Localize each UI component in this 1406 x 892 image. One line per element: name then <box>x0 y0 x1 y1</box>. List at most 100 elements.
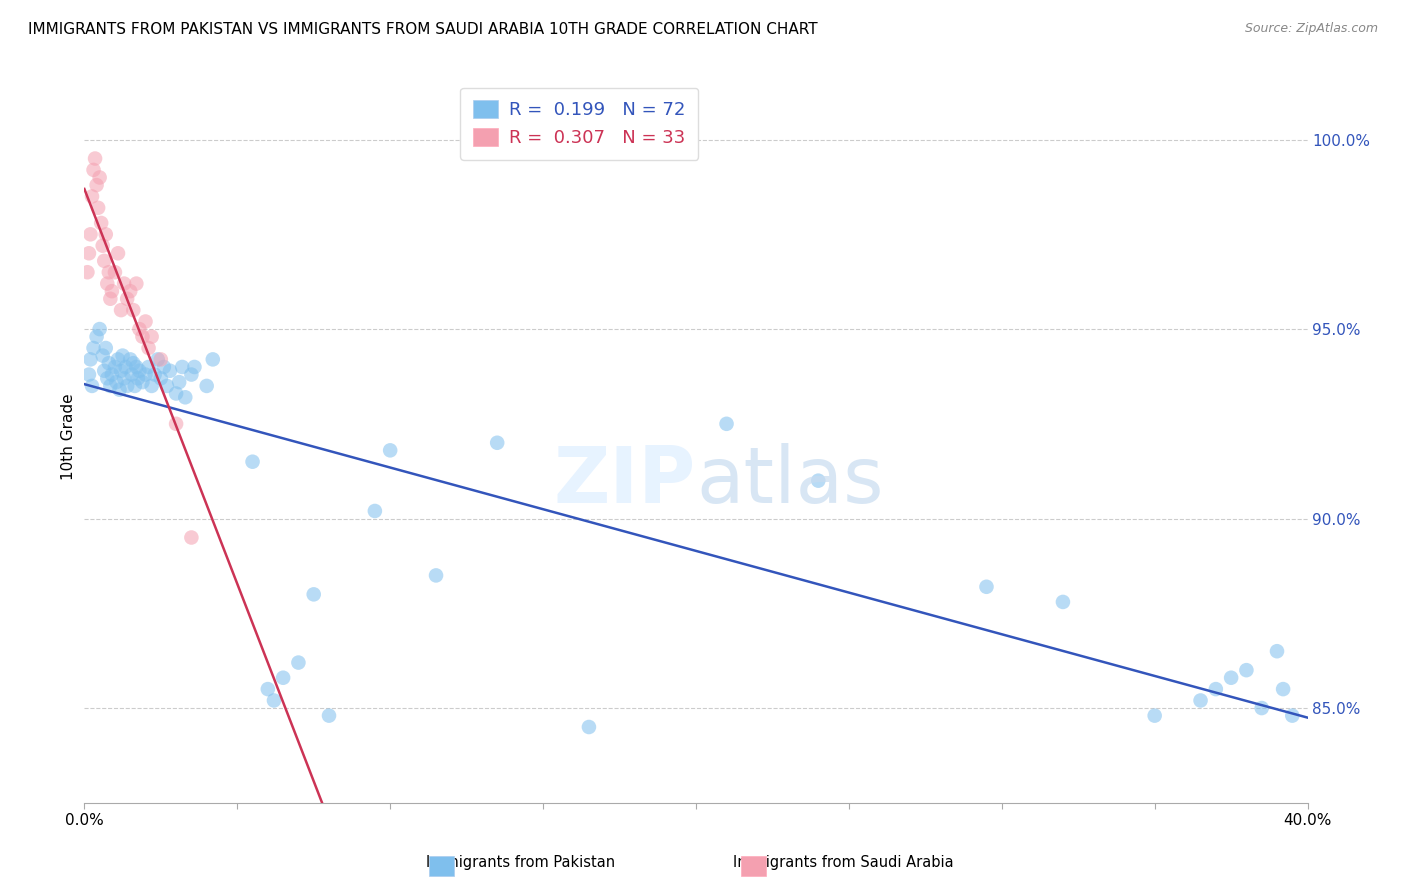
Point <box>91 349 114 363</box>
Point <box>77 368 100 382</box>
Point <box>120 284 142 298</box>
Point <box>180 368 202 382</box>
Point <box>1272 682 1295 697</box>
Point <box>1281 708 1303 723</box>
Point <box>976 580 998 594</box>
Point <box>91 238 114 252</box>
Point <box>110 364 132 378</box>
Point <box>1236 663 1258 677</box>
Point <box>425 568 447 582</box>
Point <box>131 375 153 389</box>
Point <box>93 253 115 268</box>
Point <box>121 368 143 382</box>
Point <box>138 341 160 355</box>
Point <box>107 352 129 367</box>
Point <box>141 329 163 343</box>
Point <box>104 359 127 374</box>
Point <box>716 417 738 431</box>
Point <box>125 277 148 291</box>
Point <box>125 359 148 374</box>
Text: IMMIGRANTS FROM PAKISTAN VS IMMIGRANTS FROM SAUDI ARABIA 10TH GRADE CORRELATION : IMMIGRANTS FROM PAKISTAN VS IMMIGRANTS F… <box>28 22 818 37</box>
Point <box>83 341 105 355</box>
Point <box>86 329 108 343</box>
Point <box>101 368 124 382</box>
Point <box>80 189 103 203</box>
Point <box>104 265 127 279</box>
Point <box>115 292 138 306</box>
Point <box>127 371 149 385</box>
Point <box>128 364 150 378</box>
Point <box>128 322 150 336</box>
Point <box>110 303 132 318</box>
Point <box>89 170 111 185</box>
Point <box>86 178 108 192</box>
Point <box>1205 682 1227 697</box>
Point <box>124 379 146 393</box>
Point <box>79 352 101 367</box>
Point <box>114 359 136 374</box>
Point <box>302 587 325 601</box>
Point <box>159 364 181 378</box>
Point <box>122 303 145 318</box>
Text: Immigrants from Pakistan: Immigrants from Pakistan <box>426 855 614 870</box>
Point <box>380 443 402 458</box>
Point <box>135 314 157 328</box>
Point <box>90 216 112 230</box>
Point <box>1220 671 1243 685</box>
Legend: R =  0.199   N = 72, R =  0.307   N = 33: R = 0.199 N = 72, R = 0.307 N = 33 <box>460 87 699 160</box>
Point <box>107 246 129 260</box>
Point <box>98 379 121 393</box>
Point <box>318 708 340 723</box>
Point <box>77 246 100 260</box>
Point <box>143 368 166 382</box>
Point <box>165 417 187 431</box>
Point <box>135 368 157 382</box>
Point <box>1143 708 1166 723</box>
Point <box>138 359 160 374</box>
Point <box>156 379 179 393</box>
Point <box>79 227 101 242</box>
Point <box>80 379 103 393</box>
Point <box>1189 693 1212 707</box>
Point <box>96 371 118 385</box>
Point <box>87 201 110 215</box>
Point <box>122 356 145 370</box>
Point <box>94 227 117 242</box>
Point <box>486 435 509 450</box>
Point <box>96 277 118 291</box>
Point <box>89 322 111 336</box>
Point <box>1250 701 1272 715</box>
Point <box>115 379 138 393</box>
Point <box>97 265 120 279</box>
Point <box>98 292 121 306</box>
Point <box>83 162 105 177</box>
Point <box>146 352 169 367</box>
Point <box>172 359 194 374</box>
Point <box>201 352 224 367</box>
Point <box>105 375 128 389</box>
Text: ZIP: ZIP <box>554 443 696 519</box>
Point <box>153 359 176 374</box>
Point <box>131 329 153 343</box>
Point <box>263 693 285 707</box>
Point <box>271 671 294 685</box>
Point <box>174 390 197 404</box>
Point <box>76 265 98 279</box>
Point <box>578 720 600 734</box>
Point <box>195 379 218 393</box>
Point <box>165 386 187 401</box>
Point <box>97 356 120 370</box>
Text: Immigrants from Saudi Arabia: Immigrants from Saudi Arabia <box>734 855 953 870</box>
Point <box>183 359 205 374</box>
Text: Source: ZipAtlas.com: Source: ZipAtlas.com <box>1244 22 1378 36</box>
Point <box>242 455 264 469</box>
Point <box>364 504 387 518</box>
Point <box>257 682 280 697</box>
Point <box>112 277 135 291</box>
Point <box>84 152 107 166</box>
Point <box>120 352 142 367</box>
Point <box>112 371 135 385</box>
Point <box>180 531 202 545</box>
Point <box>149 371 172 385</box>
Point <box>101 284 124 298</box>
